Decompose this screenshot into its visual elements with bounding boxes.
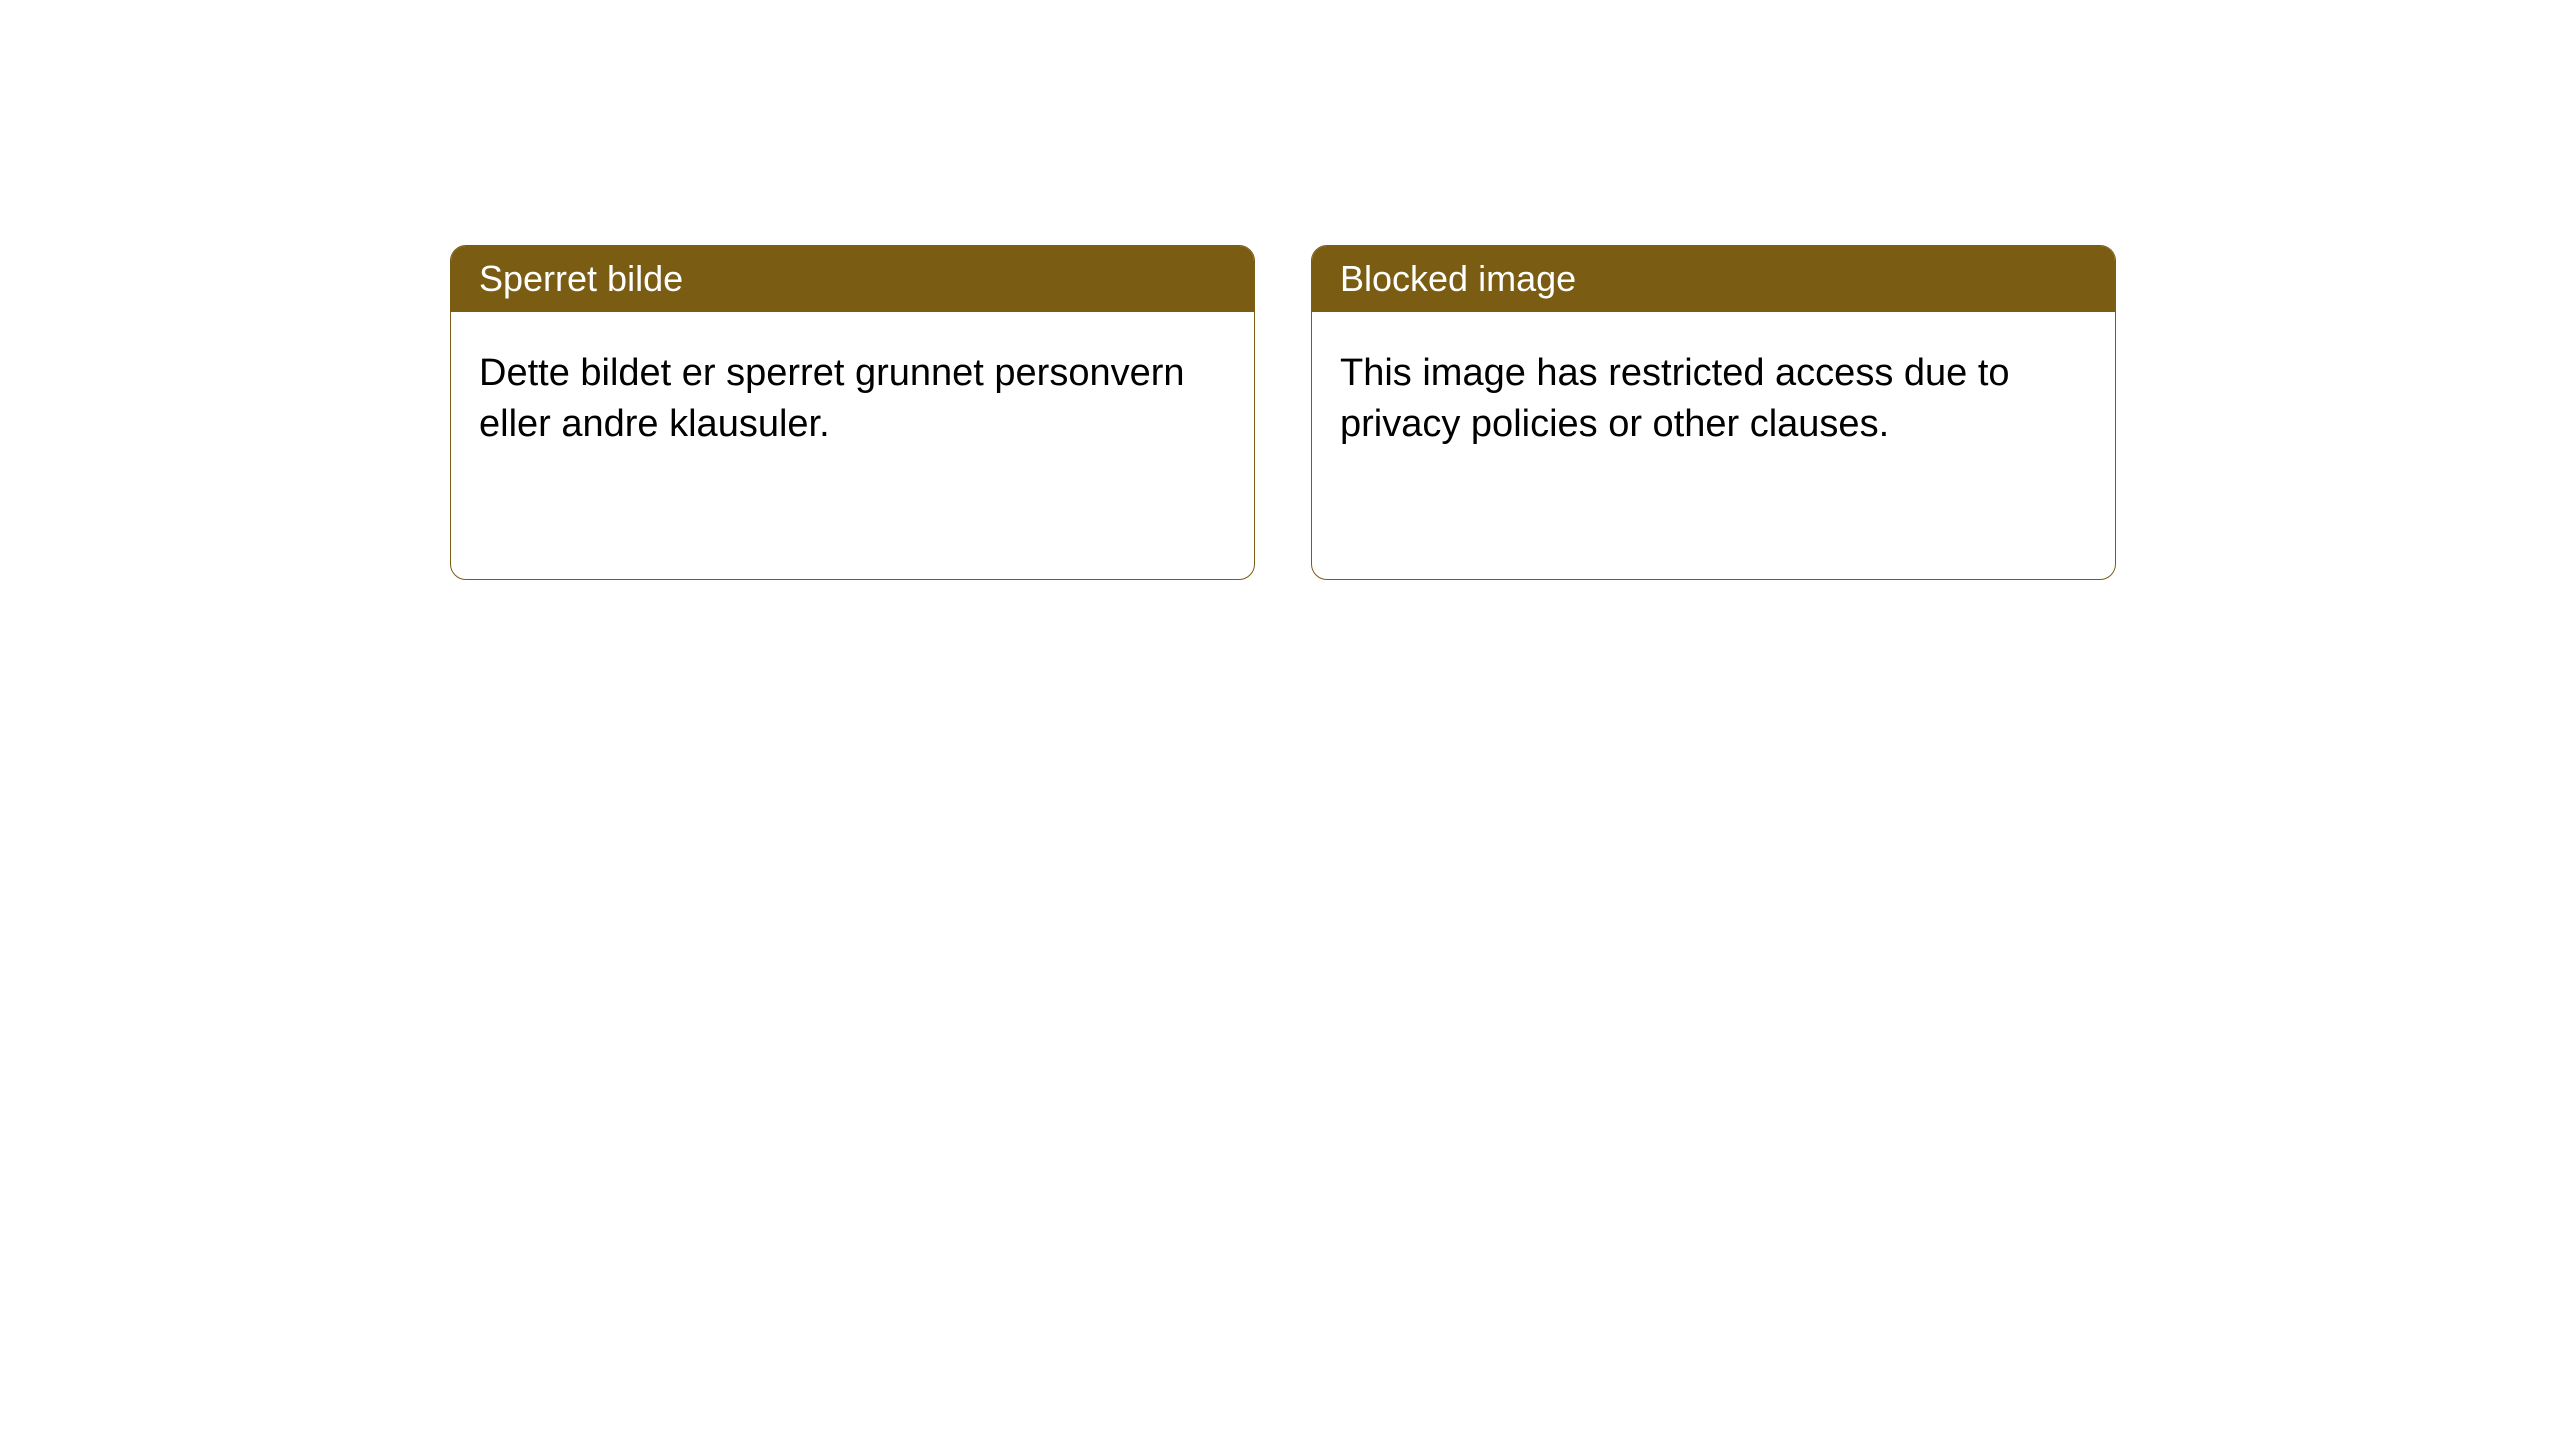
card-header-english: Blocked image xyxy=(1312,246,2115,312)
card-header-norwegian: Sperret bilde xyxy=(451,246,1254,312)
card-text-norwegian: Dette bildet er sperret grunnet personve… xyxy=(479,352,1185,445)
notice-container: Sperret bilde Dette bildet er sperret gr… xyxy=(0,0,2560,580)
blocked-image-card-norwegian: Sperret bilde Dette bildet er sperret gr… xyxy=(450,245,1255,580)
card-body-norwegian: Dette bildet er sperret grunnet personve… xyxy=(451,312,1254,487)
card-title-norwegian: Sperret bilde xyxy=(479,258,683,299)
card-body-english: This image has restricted access due to … xyxy=(1312,312,2115,487)
card-text-english: This image has restricted access due to … xyxy=(1340,352,2010,445)
blocked-image-card-english: Blocked image This image has restricted … xyxy=(1311,245,2116,580)
card-title-english: Blocked image xyxy=(1340,258,1576,299)
